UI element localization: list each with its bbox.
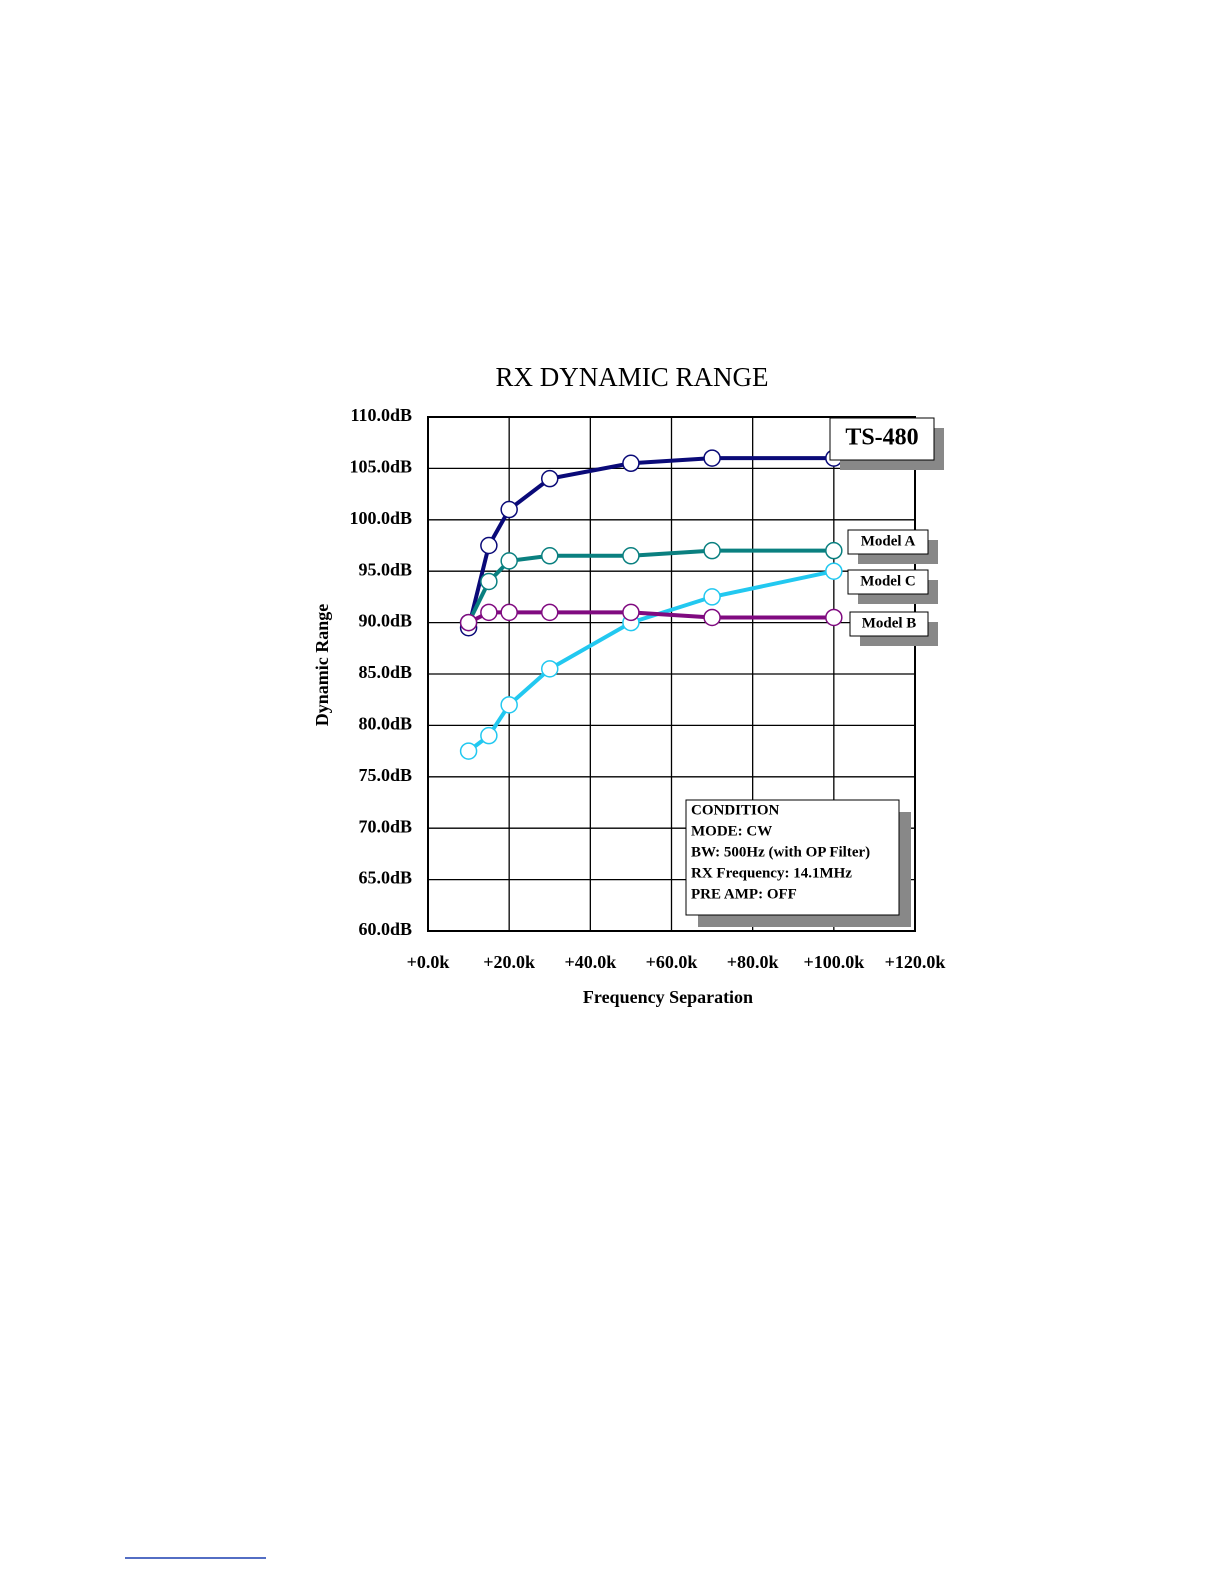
data-point <box>480 603 498 622</box>
data-point <box>500 500 518 519</box>
data-point <box>703 541 721 560</box>
chart-title: RX DYNAMIC RANGE <box>495 362 768 392</box>
y-tick-label: 80.0dB <box>358 714 412 734</box>
condition-text: MODE: CW <box>691 823 772 839</box>
x-axis-label: Frequency Separation <box>583 987 753 1007</box>
condition-text: RX Frequency: 14.1MHz <box>691 865 852 881</box>
condition-box <box>685 799 900 916</box>
data-point <box>500 603 518 622</box>
data-point <box>622 603 640 622</box>
x-tick-label: +60.0k <box>646 952 698 972</box>
condition-text: PRE AMP: OFF <box>691 886 797 902</box>
data-point <box>480 536 498 555</box>
condition-text: CONDITION <box>691 802 780 818</box>
data-point <box>459 613 478 632</box>
legend-label: TS-480 <box>845 425 918 451</box>
legend-box <box>847 569 929 595</box>
condition-text: BW: 500Hz (with OP Filter) <box>691 844 870 860</box>
legend-label: Model C <box>860 573 915 589</box>
legend-box <box>829 417 935 461</box>
x-tick-label: +0.0k <box>407 952 450 972</box>
x-tick-label: +80.0k <box>727 952 779 972</box>
data-point <box>541 603 559 622</box>
x-tick-label: +120.0k <box>885 952 946 972</box>
data-point <box>703 608 721 627</box>
legend-label: Model B <box>862 615 917 631</box>
y-tick-label: 75.0dB <box>358 765 412 785</box>
legend-box <box>849 611 929 637</box>
x-tick-label: +100.0k <box>803 952 864 972</box>
data-point <box>459 742 478 760</box>
data-point <box>703 588 721 606</box>
y-tick-label: 90.0dB <box>358 611 412 631</box>
y-tick-label: 105.0dB <box>349 457 412 477</box>
y-tick-label: 85.0dB <box>358 662 412 682</box>
data-point <box>825 541 843 560</box>
data-point <box>825 608 843 627</box>
y-axis-label: Dynamic Range <box>312 604 332 727</box>
y-tick-label: 95.0dB <box>358 559 412 579</box>
y-tick-label: 65.0dB <box>358 868 412 888</box>
y-tick-label: 100.0dB <box>349 508 412 528</box>
x-tick-label: +20.0k <box>483 952 535 972</box>
data-point <box>480 726 498 745</box>
y-tick-label: 60.0dB <box>358 919 412 939</box>
data-point <box>541 660 559 678</box>
data-point <box>541 547 559 565</box>
y-tick-label: 70.0dB <box>358 816 412 836</box>
data-point <box>622 454 640 473</box>
data-point <box>703 449 721 467</box>
x-tick-label: +40.0k <box>564 952 616 972</box>
legend-label: Model A <box>861 533 916 549</box>
legend-box <box>847 529 929 555</box>
data-point <box>480 572 498 591</box>
data-point <box>500 552 518 570</box>
data-point <box>541 469 559 488</box>
data-point <box>500 696 518 714</box>
data-point <box>622 547 640 565</box>
data-point <box>825 562 843 580</box>
y-tick-label: 110.0dB <box>350 405 412 425</box>
